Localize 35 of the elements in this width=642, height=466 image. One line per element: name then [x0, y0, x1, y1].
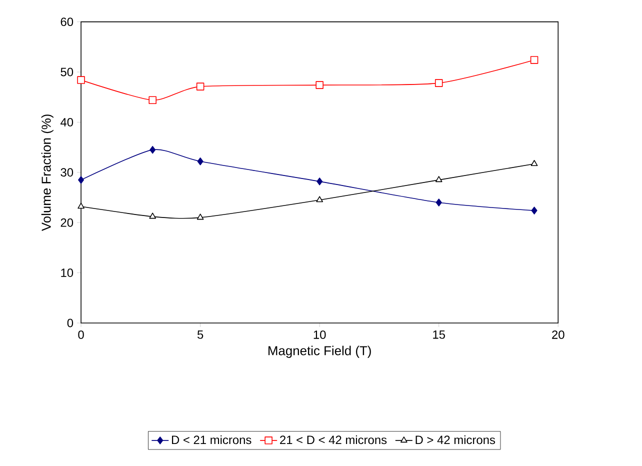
y-tick-label: 50 [60, 68, 74, 76]
point [149, 212, 156, 219]
point [150, 146, 156, 154]
y-tick-label: 40 [60, 118, 74, 126]
x-tick-label: 10 [314, 330, 326, 339]
point [197, 157, 204, 166]
point [530, 160, 538, 166]
x-tick-label: 15 [433, 330, 445, 339]
point [316, 196, 324, 202]
y-tick-label: 0 [67, 318, 74, 328]
legend-label: 21 < D < 42 microns [280, 435, 387, 444]
x-tick-label: 5 [197, 330, 204, 339]
point [78, 202, 84, 209]
point [436, 198, 442, 206]
point [148, 96, 156, 104]
y-tick-label: 20 [60, 218, 74, 227]
y-tick-label: 30 [60, 168, 74, 177]
point [316, 81, 324, 89]
y-tick-label: 10 [61, 268, 74, 277]
y-tick-label: 60 [60, 18, 74, 26]
x-tick-label: 20 [552, 330, 564, 339]
point [530, 56, 538, 64]
point [316, 178, 323, 186]
y-axis-title: Volume Fraction (%) [41, 114, 54, 231]
x-axis-title: Magnetic Field (T) [268, 346, 371, 358]
point [435, 176, 442, 182]
point [434, 79, 443, 87]
point [196, 82, 204, 90]
point [77, 76, 85, 84]
legend-label: D > 42 microns [416, 435, 496, 444]
point [196, 214, 204, 220]
point [78, 176, 84, 184]
x-tick-label: 0 [78, 330, 84, 339]
legend-label: D < 21 microns [172, 435, 252, 444]
point [531, 206, 538, 214]
